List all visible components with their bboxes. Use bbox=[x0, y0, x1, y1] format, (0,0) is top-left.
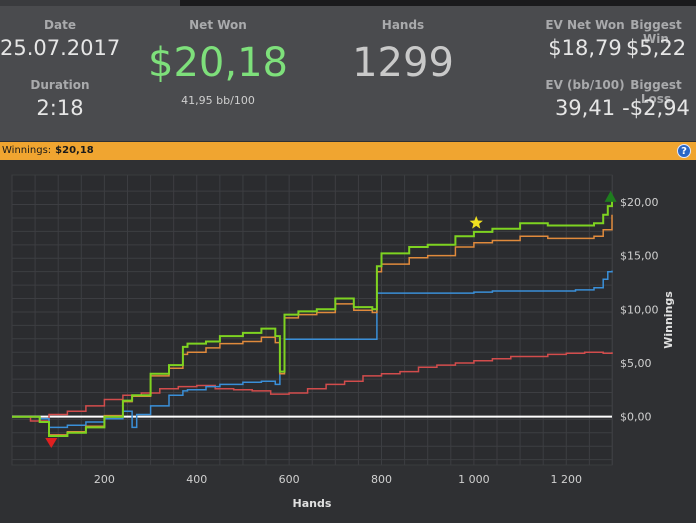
winnings-label: Winnings: bbox=[2, 145, 52, 156]
y-tick-label: $15,00 bbox=[620, 250, 659, 263]
y-tick-label: $10,00 bbox=[620, 303, 659, 316]
y-tick-label: $5,00 bbox=[620, 357, 652, 370]
biggest-loss-label: Biggest Loss bbox=[630, 78, 682, 106]
biggest-win-label: Biggest Win bbox=[630, 18, 682, 46]
chart-area: 200 400 600 800 1 000 1 200 $0,00 $5,00 $10,00 $… bbox=[0, 160, 696, 519]
x-tick-label: 600 bbox=[279, 473, 300, 486]
winnings-value: $20,18 bbox=[55, 145, 94, 156]
low-marker bbox=[45, 438, 58, 448]
y-tick-label: $0,00 bbox=[620, 411, 652, 424]
biggest-win-value: $5,22 bbox=[625, 36, 687, 60]
hands-value: 1299 bbox=[352, 40, 454, 86]
series-line bbox=[12, 199, 613, 437]
date-value: 25.07.2017 bbox=[0, 36, 121, 60]
series-line bbox=[12, 351, 613, 422]
series-line bbox=[12, 270, 613, 429]
duration-value: 2:18 bbox=[36, 96, 84, 120]
star-marker bbox=[469, 215, 483, 229]
help-icon[interactable]: ? bbox=[677, 144, 691, 158]
y-axis-label: Winnings bbox=[662, 291, 675, 349]
x-tick-label: 400 bbox=[186, 473, 207, 486]
x-axis-label: Hands bbox=[293, 497, 332, 510]
title-strip bbox=[0, 0, 696, 6]
y-tick-label: $20,00 bbox=[620, 196, 659, 209]
x-tick-label: 800 bbox=[371, 473, 392, 486]
date-label: Date bbox=[44, 18, 76, 32]
duration-label: Duration bbox=[30, 78, 90, 92]
net-won-bb: 41,95 bb/100 bbox=[181, 94, 255, 107]
ev-net-won-value: $18,79 bbox=[548, 36, 622, 60]
biggest-loss-value: -$2,94 bbox=[622, 96, 690, 120]
x-tick-label: 200 bbox=[94, 473, 115, 486]
ev-bb-value: 39,41 bbox=[554, 96, 616, 120]
ev-bb-label: EV (bb/100) bbox=[545, 78, 625, 92]
session-summary-panel: Date 25.07.2017 Duration 2:18 Net Won $2… bbox=[0, 6, 696, 141]
winnings-bar: Winnings: $20,18 ? bbox=[0, 142, 696, 160]
net-won-label: Net Won bbox=[189, 18, 247, 32]
active-tab[interactable] bbox=[0, 0, 180, 6]
hands-label: Hands bbox=[381, 18, 425, 32]
x-tick-label: 1 000 bbox=[458, 473, 490, 486]
net-won-value: $20,18 bbox=[148, 40, 288, 86]
winnings-chart: 200 400 600 800 1 000 1 200 $0,00 $5,00 $10,00 $… bbox=[11, 174, 675, 510]
high-marker bbox=[604, 190, 617, 202]
x-tick-label: 1 200 bbox=[551, 473, 583, 486]
ev-net-won-label: EV Net Won bbox=[545, 18, 625, 32]
